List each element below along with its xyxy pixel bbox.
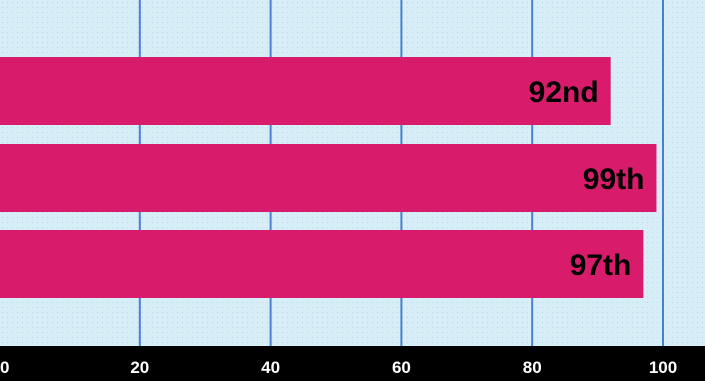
bar-label-3: 97th	[570, 249, 632, 282]
x-axis-ticks: 0 20 40 60 80 100	[0, 358, 677, 377]
bars	[0, 57, 657, 298]
x-axis-band	[0, 346, 705, 381]
bar-label-1: 92nd	[529, 76, 599, 109]
bar-2	[0, 144, 657, 212]
bar-1	[0, 57, 611, 125]
x-tick-label-0: 0	[0, 358, 9, 377]
bar-label-2: 99th	[583, 163, 645, 196]
x-tick-label-60: 60	[392, 358, 411, 377]
x-tick-label-20: 20	[130, 358, 149, 377]
x-tick-label-80: 80	[523, 358, 542, 377]
bar-3	[0, 230, 644, 298]
x-tick-label-100: 100	[649, 358, 677, 377]
bar-labels: 92nd 99th 97th	[529, 76, 645, 282]
x-tick-label-40: 40	[261, 358, 280, 377]
